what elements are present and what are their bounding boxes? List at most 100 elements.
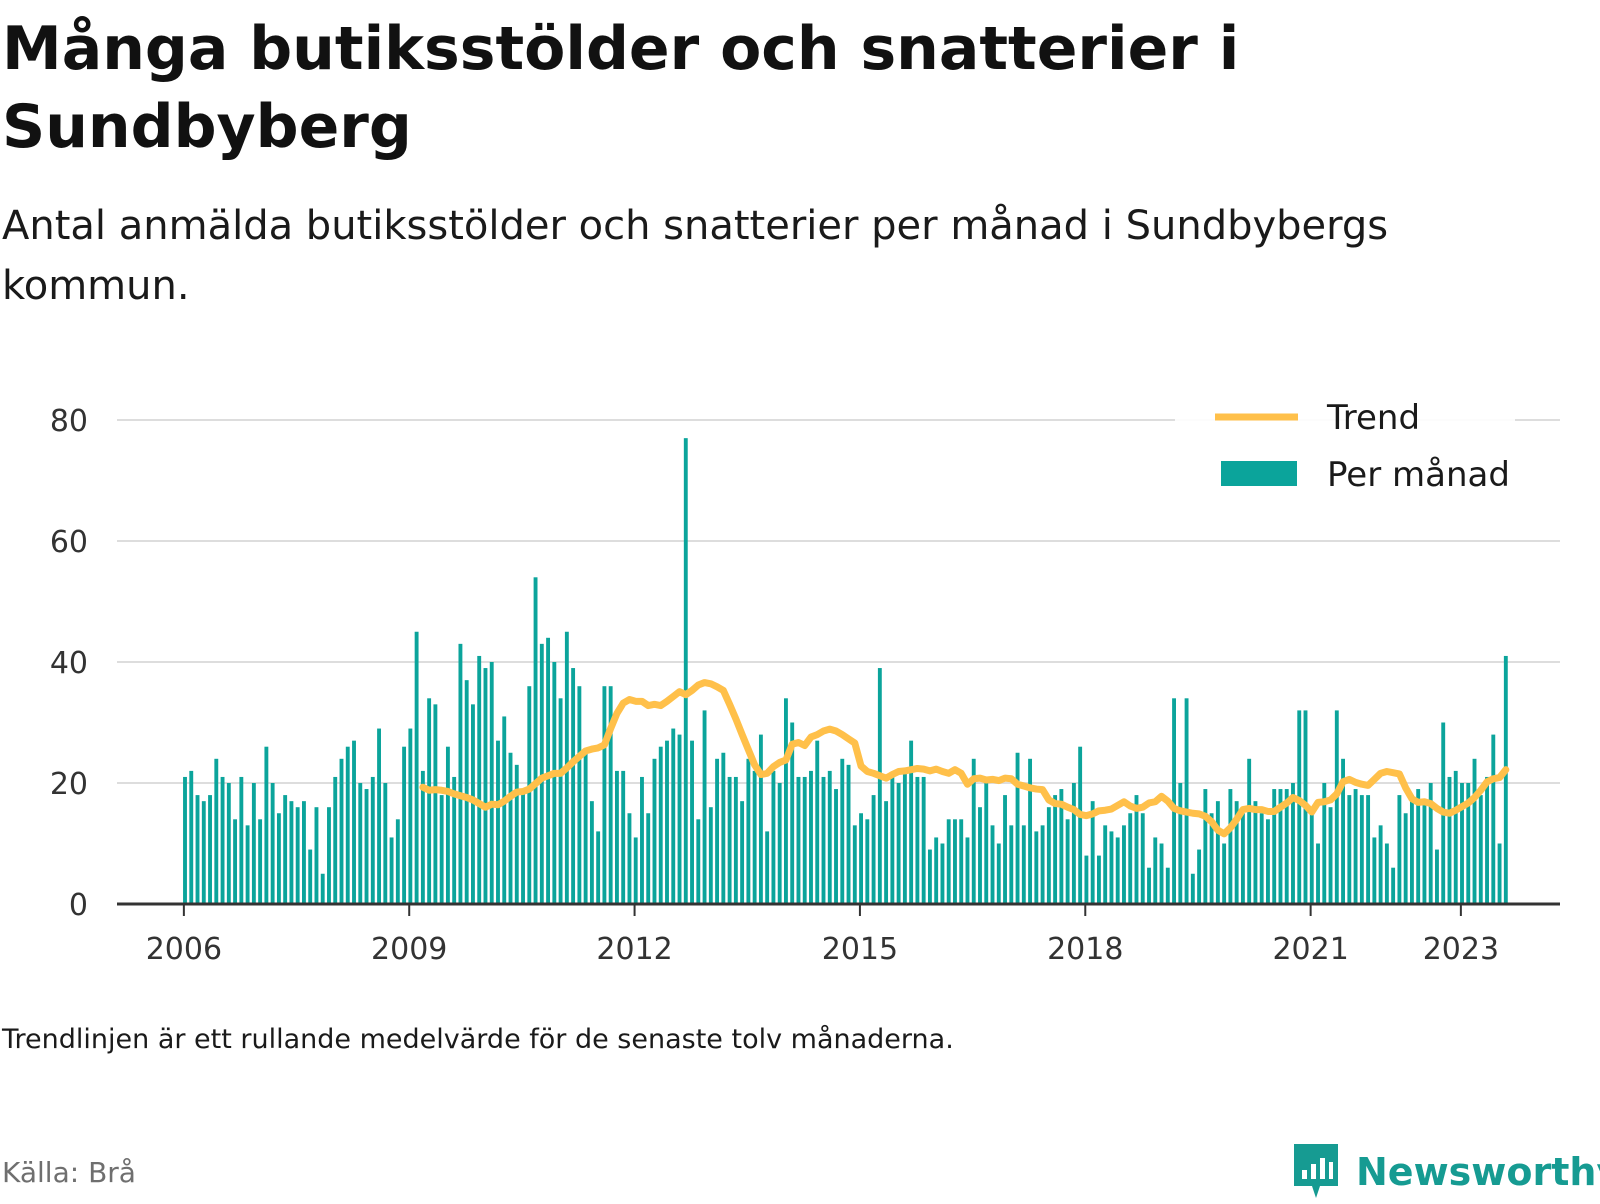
bar <box>959 819 964 904</box>
bar <box>652 758 657 904</box>
bar <box>990 825 995 904</box>
x-tick-label: 2009 <box>371 932 447 967</box>
bar <box>1021 825 1026 904</box>
bar <box>1009 825 1014 904</box>
bar <box>577 686 582 904</box>
newsworthy-logo-icon <box>1294 1144 1338 1198</box>
bar <box>633 837 638 904</box>
bar <box>1328 807 1333 904</box>
bar <box>884 801 889 904</box>
bar <box>1466 783 1471 904</box>
bar <box>1040 825 1045 904</box>
bar <box>489 662 494 904</box>
bar <box>1334 710 1339 904</box>
bar <box>827 770 832 904</box>
bar <box>965 837 970 904</box>
bar <box>477 655 482 904</box>
bar <box>1422 801 1427 904</box>
bar <box>464 680 469 904</box>
bar <box>721 752 726 904</box>
bar <box>915 776 920 904</box>
bar <box>1015 752 1020 904</box>
bar <box>1190 873 1195 904</box>
bar <box>1184 698 1189 904</box>
bar <box>514 764 519 904</box>
x-tick-label: 2012 <box>596 932 672 967</box>
legend-bar-label: Per månad <box>1327 455 1510 495</box>
bar <box>589 801 594 904</box>
bar <box>1384 843 1389 904</box>
legend-trend-label: Trend <box>1326 398 1420 438</box>
bar <box>784 698 788 904</box>
bar <box>821 776 826 904</box>
bar <box>1291 783 1295 904</box>
bar <box>1059 789 1064 904</box>
bar <box>527 686 532 904</box>
bar <box>790 722 795 904</box>
bar <box>815 740 820 904</box>
bar <box>871 795 876 904</box>
bar <box>1316 843 1320 904</box>
bar <box>358 783 363 904</box>
bar <box>264 746 269 904</box>
bar <box>226 783 231 904</box>
bar-chart: 0 20 40 60 80 2006 2009 2012 2015 2018 2021 2023 T… <box>50 398 1560 967</box>
bar <box>1253 801 1258 904</box>
bar <box>1453 770 1458 904</box>
bar <box>539 643 544 904</box>
bar <box>1028 758 1033 904</box>
bar <box>1497 843 1502 904</box>
bar <box>902 770 907 904</box>
brand-logo: Newsworthy <box>1290 1140 1600 1204</box>
bar <box>640 776 644 904</box>
bar <box>327 807 331 904</box>
bar <box>1416 789 1421 904</box>
legend: Trend Per månad <box>1175 398 1515 514</box>
bar <box>978 807 982 904</box>
bar <box>195 795 200 904</box>
bar <box>1172 698 1176 904</box>
bar <box>715 758 720 904</box>
bar <box>771 770 776 904</box>
bar <box>471 704 475 904</box>
bar <box>383 783 388 904</box>
bar <box>1065 819 1070 904</box>
bar <box>596 831 601 904</box>
x-tick-label: 2021 <box>1272 932 1348 967</box>
bar <box>658 746 663 904</box>
bar <box>1034 831 1039 904</box>
bar <box>1347 795 1352 904</box>
bar <box>1159 843 1164 904</box>
bar <box>402 746 407 904</box>
bar <box>458 643 463 904</box>
brand-name: Newsworthy <box>1356 1150 1600 1194</box>
bar <box>946 819 951 904</box>
chart-subtitle: Antal anmälda butiksstölder och snatteri… <box>2 203 1389 309</box>
bar <box>740 801 745 904</box>
bar <box>483 668 488 904</box>
bar <box>433 704 438 904</box>
y-tick-label: 20 <box>50 767 88 802</box>
bar <box>1228 789 1233 904</box>
bar <box>1409 795 1414 904</box>
bar <box>1478 795 1483 904</box>
bar <box>414 631 419 904</box>
bar <box>665 740 669 904</box>
bar <box>1447 776 1452 904</box>
bar <box>395 819 400 904</box>
bar <box>1178 783 1183 904</box>
bar <box>671 728 676 904</box>
bar <box>270 783 275 904</box>
bar <box>1115 837 1120 904</box>
bar <box>1240 813 1245 904</box>
bar <box>552 662 557 904</box>
bar <box>1046 807 1051 904</box>
bar <box>420 770 425 904</box>
bar <box>921 776 926 904</box>
bar <box>289 801 294 904</box>
bar <box>1259 813 1264 904</box>
bar <box>1234 801 1239 904</box>
bar <box>1209 813 1214 904</box>
bar <box>733 776 738 904</box>
bar <box>220 776 225 904</box>
